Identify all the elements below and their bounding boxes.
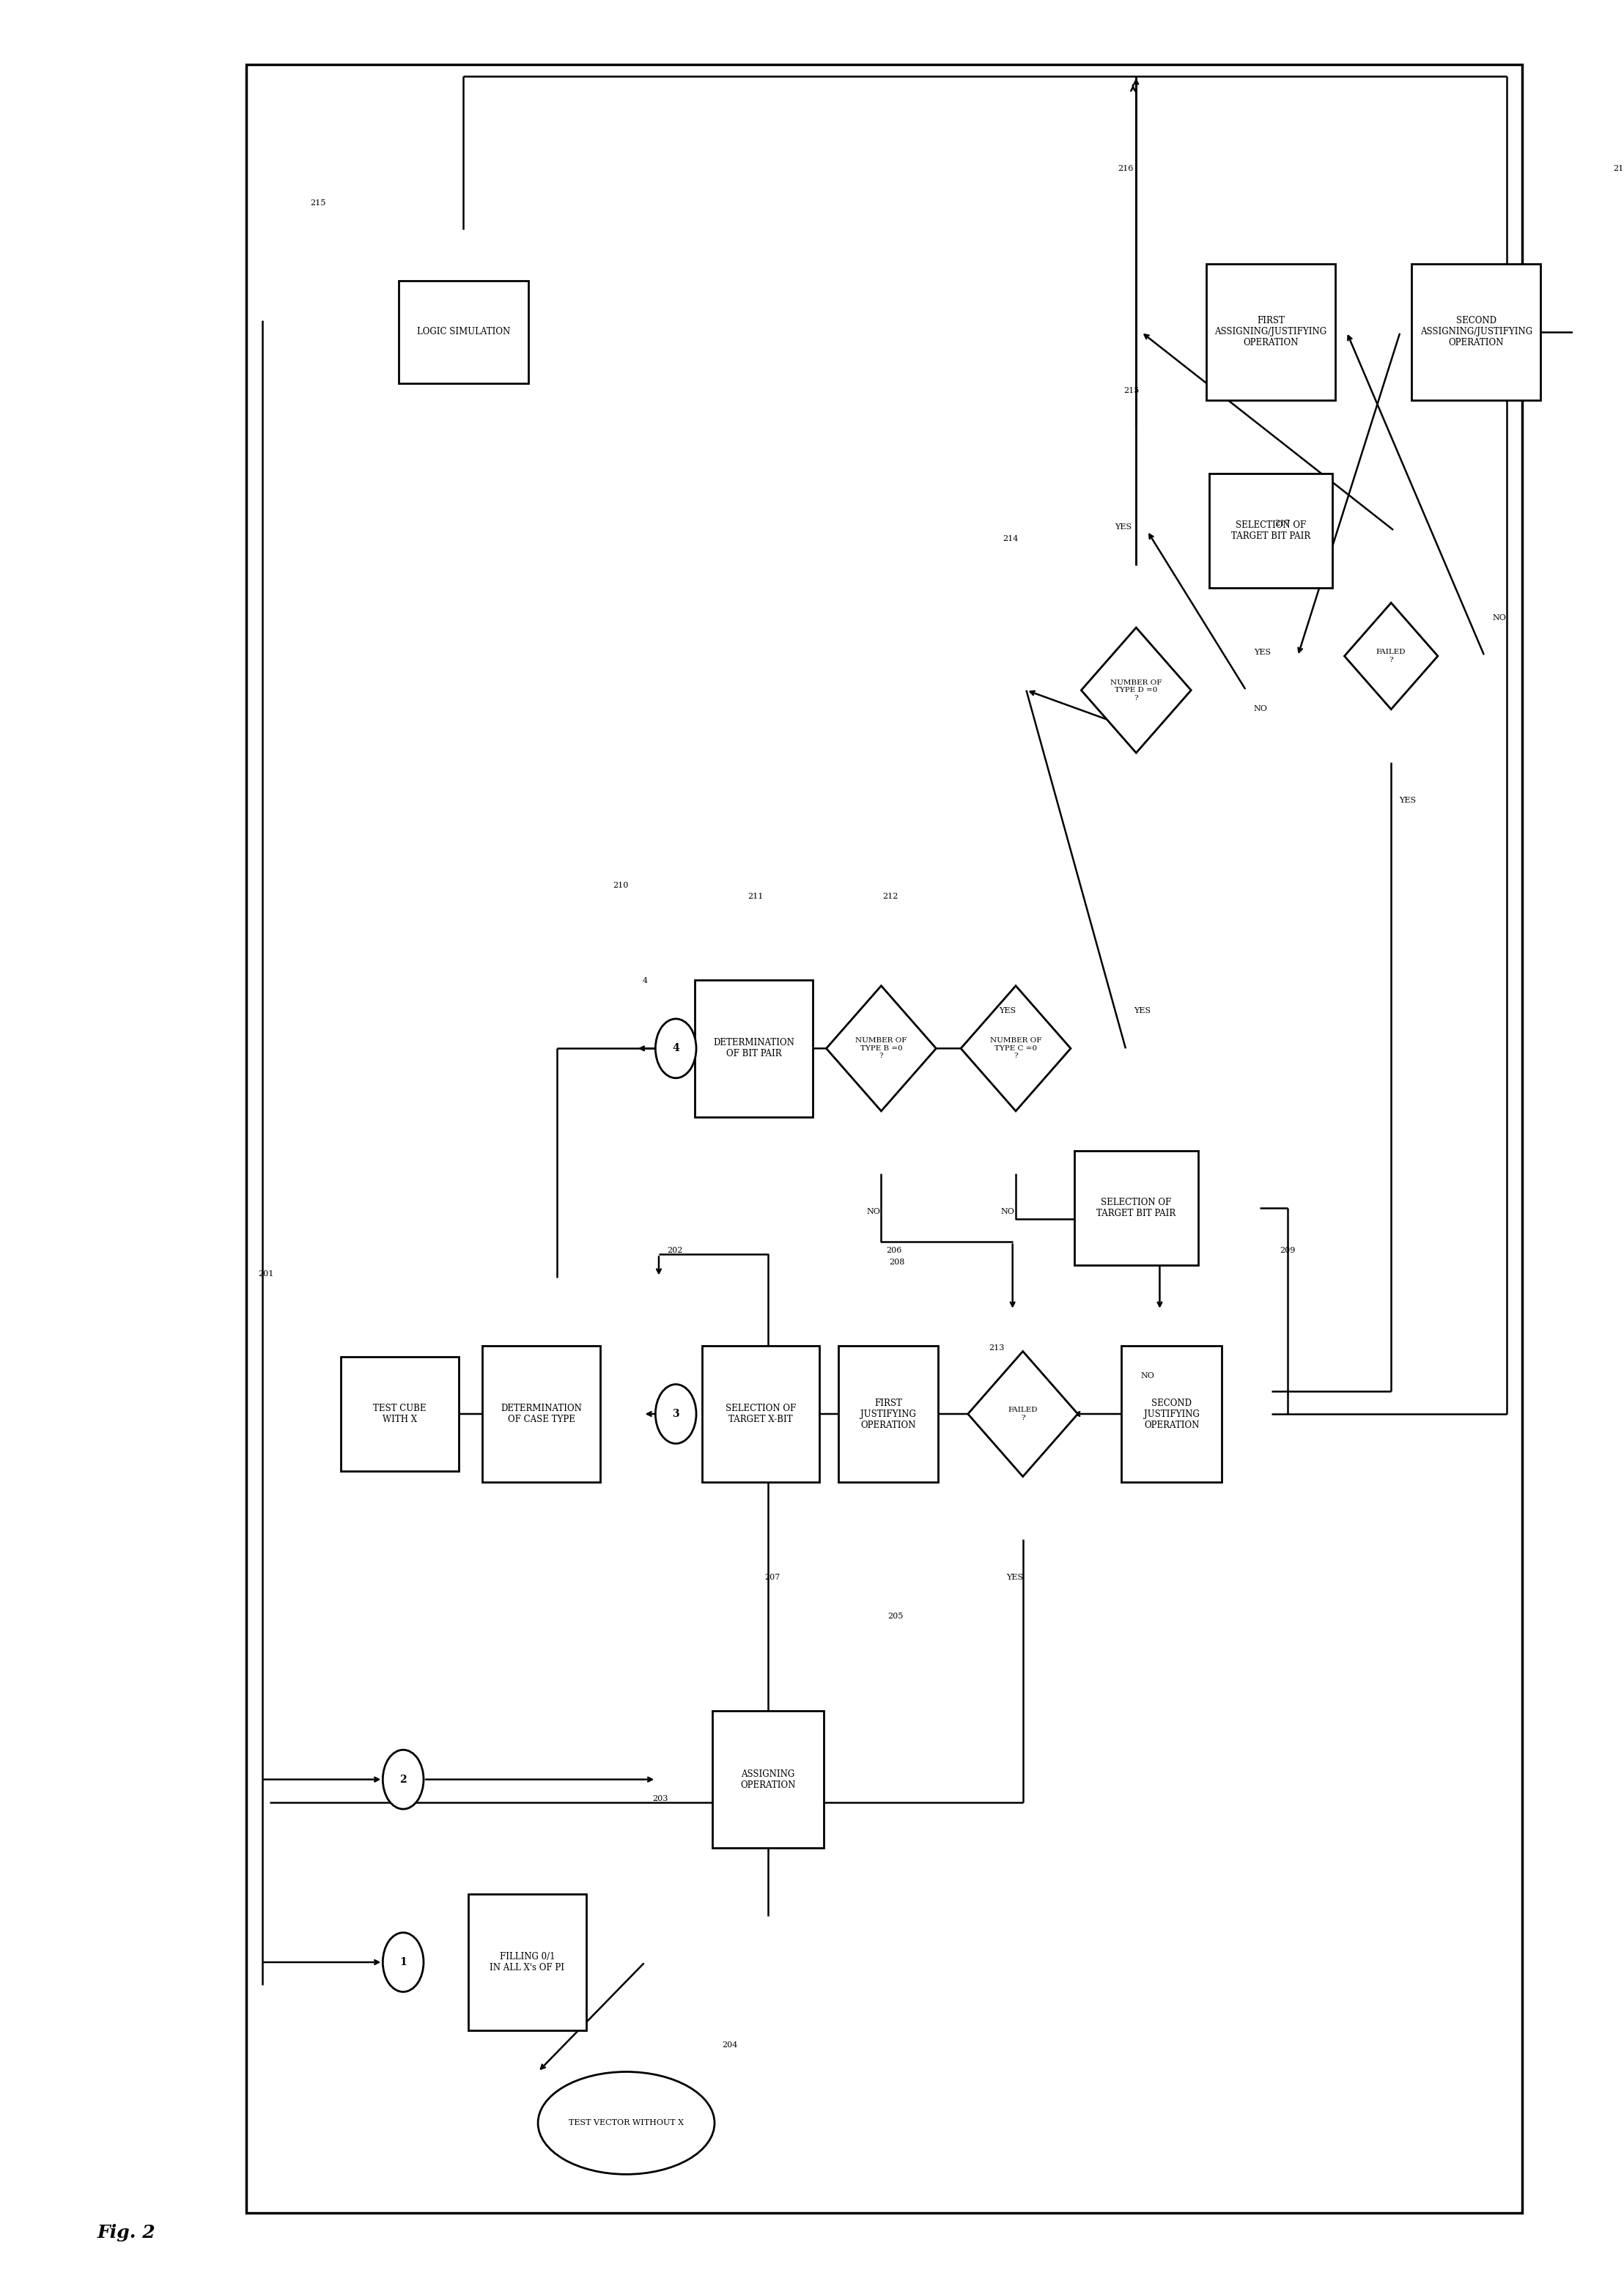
Text: YES: YES: [1116, 523, 1132, 530]
Text: YES: YES: [1007, 1574, 1023, 1581]
Text: 215: 215: [1124, 386, 1140, 395]
Text: NO: NO: [867, 1208, 880, 1215]
FancyBboxPatch shape: [398, 281, 528, 384]
Polygon shape: [1082, 628, 1190, 754]
Polygon shape: [968, 1352, 1078, 1475]
FancyBboxPatch shape: [1207, 263, 1335, 400]
Text: 206: 206: [887, 1247, 901, 1254]
Text: 216: 216: [1117, 164, 1134, 174]
Text: NUMBER OF
TYPE B =0
?: NUMBER OF TYPE B =0 ?: [856, 1037, 906, 1060]
Text: 2: 2: [400, 1775, 406, 1784]
Polygon shape: [827, 987, 935, 1110]
Text: NO: NO: [1492, 614, 1505, 621]
Text: NUMBER OF
TYPE D =0
?: NUMBER OF TYPE D =0 ?: [1111, 678, 1161, 701]
FancyBboxPatch shape: [482, 1345, 601, 1482]
FancyBboxPatch shape: [695, 980, 812, 1117]
Text: FAILED
?: FAILED ?: [1009, 1407, 1038, 1421]
Text: 215: 215: [310, 199, 326, 208]
FancyBboxPatch shape: [341, 1357, 458, 1471]
FancyBboxPatch shape: [1122, 1345, 1221, 1482]
FancyBboxPatch shape: [1208, 473, 1333, 587]
Text: 210: 210: [612, 882, 628, 888]
Text: FAILED
?: FAILED ?: [1376, 649, 1406, 662]
Polygon shape: [961, 987, 1070, 1110]
Text: DETERMINATION
OF BIT PAIR: DETERMINATION OF BIT PAIR: [713, 1039, 794, 1060]
Text: 203: 203: [653, 1795, 669, 1802]
Text: 214: 214: [1002, 534, 1018, 541]
Text: SELECTION OF
TARGET BIT PAIR: SELECTION OF TARGET BIT PAIR: [1231, 521, 1311, 541]
Text: 209: 209: [1280, 1247, 1294, 1254]
Text: SELECTION OF
TARGET BIT PAIR: SELECTION OF TARGET BIT PAIR: [1096, 1197, 1176, 1217]
Text: 4: 4: [643, 978, 648, 984]
FancyBboxPatch shape: [468, 1893, 586, 2030]
Text: 1: 1: [400, 1957, 406, 1967]
Text: 217: 217: [1275, 518, 1289, 528]
FancyBboxPatch shape: [838, 1345, 939, 1482]
Text: 213: 213: [989, 1345, 1005, 1352]
Circle shape: [383, 1932, 424, 1992]
Text: SELECTION OF
TARGET X-BIT: SELECTION OF TARGET X-BIT: [726, 1405, 796, 1425]
Text: FIRST
ASSIGNING/JUSTIFYING
OPERATION: FIRST ASSIGNING/JUSTIFYING OPERATION: [1215, 315, 1327, 347]
Text: FIRST
JUSTIFYING
OPERATION: FIRST JUSTIFYING OPERATION: [861, 1398, 916, 1430]
Text: YES: YES: [1398, 797, 1416, 804]
Text: 202: 202: [667, 1247, 682, 1254]
Text: TEST VECTOR WITHOUT X: TEST VECTOR WITHOUT X: [568, 2120, 684, 2126]
Circle shape: [656, 1019, 697, 1078]
Text: 3: 3: [672, 1409, 679, 1418]
Text: 211: 211: [747, 893, 763, 900]
Circle shape: [383, 1750, 424, 1809]
Polygon shape: [1345, 603, 1437, 710]
Text: 207: 207: [765, 1574, 781, 1581]
Text: Fig. 2: Fig. 2: [97, 2225, 156, 2241]
Text: NO: NO: [1000, 1208, 1015, 1215]
FancyBboxPatch shape: [1411, 263, 1541, 400]
Text: 205: 205: [888, 1613, 903, 1619]
Text: YES: YES: [1254, 649, 1272, 656]
Text: TEST CUBE
WITH X: TEST CUBE WITH X: [374, 1405, 425, 1425]
Text: NO: NO: [1254, 706, 1268, 713]
Text: 218: 218: [1613, 164, 1624, 174]
Text: SECOND
JUSTIFYING
OPERATION: SECOND JUSTIFYING OPERATION: [1143, 1398, 1200, 1430]
Text: SECOND
ASSIGNING/JUSTIFYING
OPERATION: SECOND ASSIGNING/JUSTIFYING OPERATION: [1419, 315, 1531, 347]
FancyBboxPatch shape: [711, 1711, 823, 1848]
Text: 4: 4: [672, 1044, 679, 1053]
FancyBboxPatch shape: [1075, 1151, 1199, 1265]
Text: 212: 212: [882, 893, 898, 900]
Text: 208: 208: [890, 1258, 905, 1265]
Text: ASSIGNING
OPERATION: ASSIGNING OPERATION: [741, 1770, 796, 1791]
Text: NO: NO: [1140, 1373, 1155, 1380]
Text: NUMBER OF
TYPE C =0
?: NUMBER OF TYPE C =0 ?: [991, 1037, 1041, 1060]
Ellipse shape: [538, 2072, 715, 2174]
Text: 201: 201: [258, 1270, 274, 1277]
Text: YES: YES: [1134, 1007, 1150, 1014]
Circle shape: [656, 1384, 697, 1443]
Text: DETERMINATION
OF CASE TYPE: DETERMINATION OF CASE TYPE: [500, 1405, 581, 1425]
Text: 204: 204: [723, 2042, 737, 2049]
Text: FILLING 0/1
IN ALL X's OF PI: FILLING 0/1 IN ALL X's OF PI: [490, 1953, 565, 1973]
FancyBboxPatch shape: [702, 1345, 820, 1482]
Text: YES: YES: [999, 1007, 1017, 1014]
Text: LOGIC SIMULATION: LOGIC SIMULATION: [417, 327, 510, 336]
